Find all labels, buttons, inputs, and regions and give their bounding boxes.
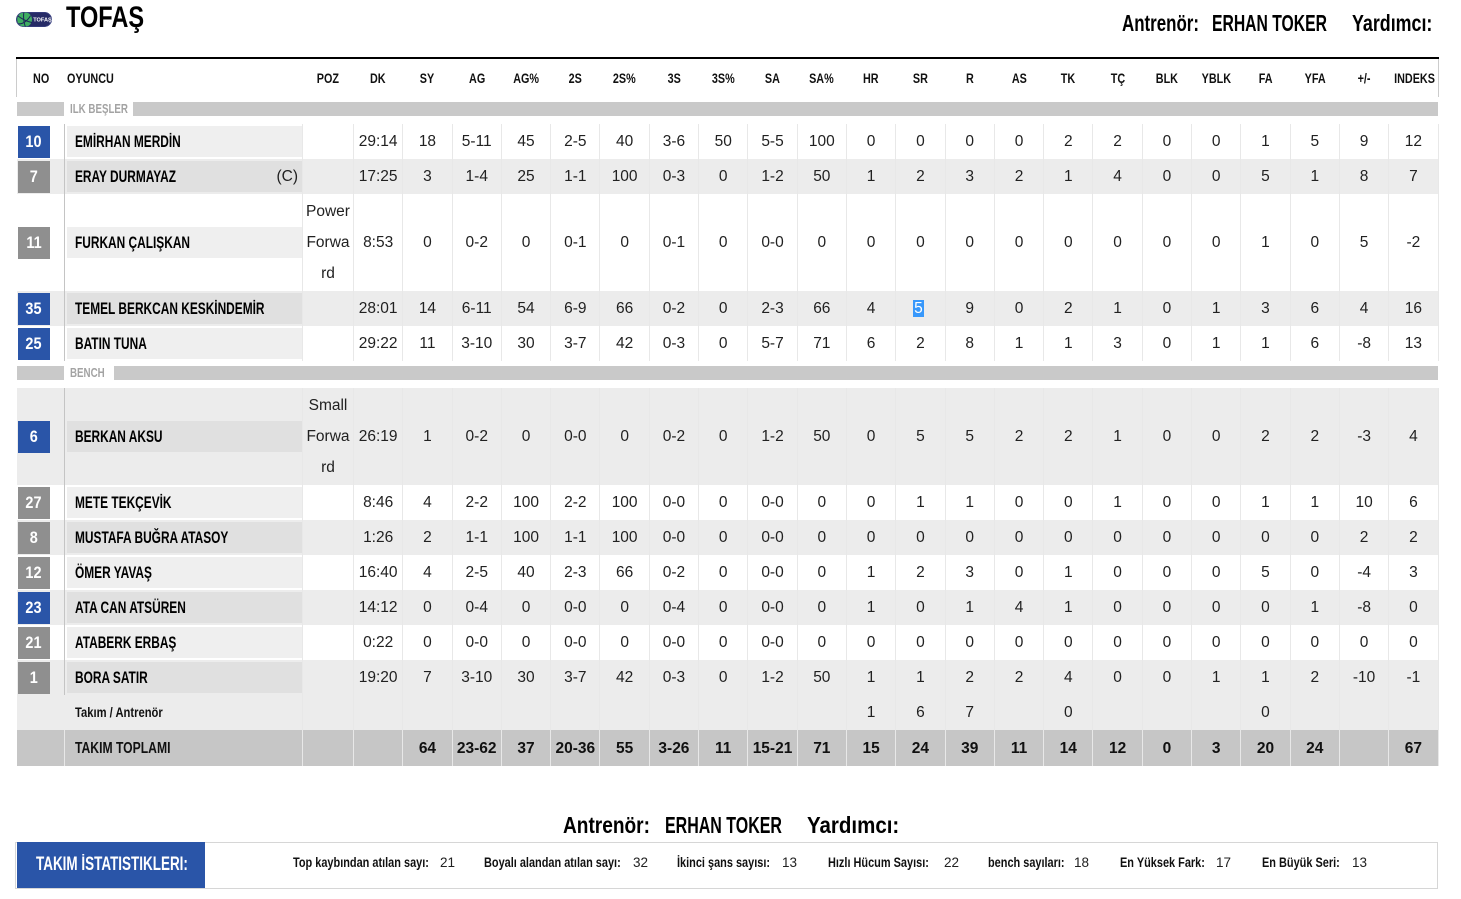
svg-text:TOFAŞ: TOFAŞ: [33, 17, 52, 23]
